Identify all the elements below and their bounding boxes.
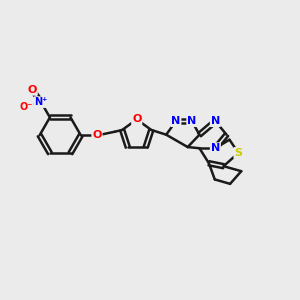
- Text: N⁺: N⁺: [34, 97, 48, 107]
- Text: O: O: [132, 114, 141, 124]
- Text: N: N: [171, 116, 181, 126]
- Text: O: O: [28, 85, 37, 95]
- Text: N: N: [211, 143, 220, 153]
- Text: O⁻: O⁻: [20, 101, 33, 112]
- Text: N: N: [211, 116, 220, 126]
- Text: O: O: [92, 130, 102, 140]
- Text: S: S: [234, 148, 242, 158]
- Text: N: N: [187, 116, 196, 126]
